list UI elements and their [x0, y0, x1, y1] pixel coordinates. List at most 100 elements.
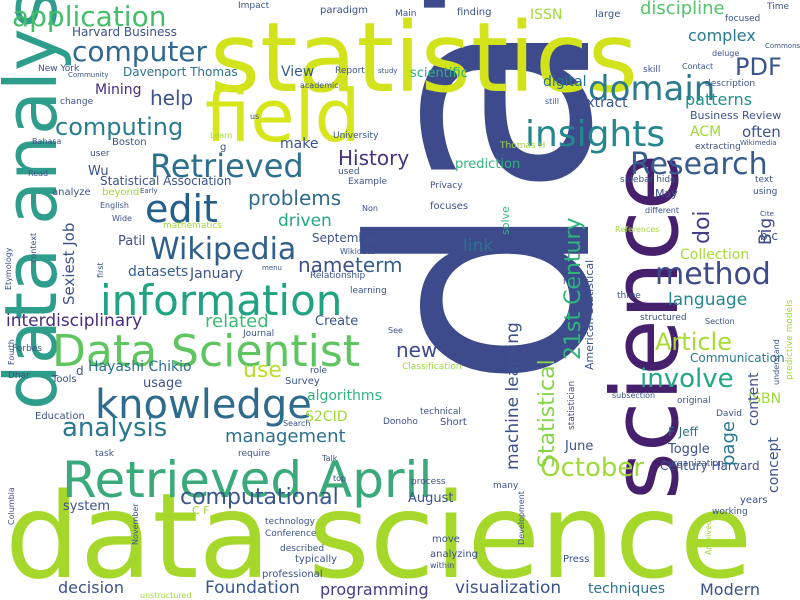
word-hayashi-chikio: Hayashi Chikio [88, 359, 192, 375]
word-learn: Learn [210, 131, 233, 140]
word-typically: typically [295, 554, 338, 565]
word-scientific: scientific [410, 66, 468, 81]
word-august: August [408, 491, 454, 506]
word-study: study [378, 67, 398, 75]
word-retrieved-april: Retrieved April [62, 451, 433, 509]
word-statistician: statistician [567, 380, 577, 430]
word-bahasa: Bahasa [32, 137, 62, 146]
word-toggle: Toggle [668, 442, 710, 457]
word-new: new [396, 338, 438, 362]
word-wikidata: Wikidata [340, 247, 375, 256]
word-issn: ISSN [530, 7, 563, 23]
word-driven: driven [278, 211, 332, 231]
word-columbia: Columbia [7, 487, 16, 525]
word-computing: computing [55, 113, 184, 141]
word-knowledge: knowledge [95, 382, 312, 428]
word-donoho: Donoho [383, 417, 418, 427]
word-modern: Modern [700, 580, 761, 599]
word-time: Time [767, 2, 790, 12]
word-privacy: Privacy [430, 181, 463, 191]
word-may: May [655, 187, 678, 200]
word-english: English [100, 201, 129, 210]
word-interdisciplinary: interdisciplinary [6, 311, 143, 331]
word-predictive-models: predictive models [785, 299, 795, 380]
word-make: make [280, 136, 319, 152]
word-view: View [281, 64, 315, 80]
word-statistics: statistics [210, 2, 638, 114]
word-patterns: patterns [685, 90, 753, 109]
word-g: g [220, 142, 227, 153]
word-references: References [615, 225, 660, 234]
word-domain: domain [588, 69, 716, 109]
word-structured: structured [640, 313, 687, 323]
word-three: three [617, 291, 641, 301]
word-within: within [430, 561, 455, 570]
word-analyze: analyze [52, 187, 91, 198]
word-information: information [100, 276, 343, 325]
word-example: Example [348, 177, 388, 187]
word-new-york: New York [38, 64, 80, 74]
word-mathematics: mathematics [163, 221, 223, 231]
word-boston: Boston [112, 137, 147, 148]
word-focused: focused [725, 14, 761, 24]
word-patil: Patil [118, 234, 146, 249]
word-paradigm: paradigm [320, 5, 368, 16]
word-david: David [716, 409, 742, 419]
word-digital: digital [543, 74, 587, 90]
word-focuses: focuses [430, 201, 469, 212]
word-community: Community [68, 71, 109, 79]
word-involve: involve [640, 364, 734, 394]
word-discipline: discipline [640, 0, 725, 19]
word-non: Non [362, 204, 378, 213]
word-need: need [563, 277, 586, 287]
word-section: Section [705, 317, 735, 326]
word-isbn: ISBN [748, 391, 782, 407]
word-history: History [338, 146, 410, 170]
word-beyond: beyond [102, 187, 140, 198]
word-usage: usage [143, 376, 183, 391]
word-first: first [96, 262, 105, 278]
word-pdf: PDF [735, 53, 782, 81]
word-programming: programming [320, 580, 429, 599]
word-wikimedia: Wikimedia [740, 139, 777, 147]
word-commons: Commons [765, 42, 800, 50]
word-november: November [131, 503, 140, 545]
word-21st-century: 21st Century [561, 217, 586, 360]
word-role: role [310, 366, 328, 376]
word-language: language [668, 290, 748, 310]
word-concept: concept [766, 437, 782, 493]
word-change: change [60, 97, 94, 107]
word-related: related [205, 311, 269, 332]
word-organization: organization [668, 459, 724, 469]
word-technology: technology [265, 517, 315, 527]
word-relationship: Relationship [310, 271, 366, 281]
word-report: Report [335, 66, 365, 76]
word-used: used [338, 167, 360, 177]
word-name: name [298, 253, 355, 277]
word-short: Short [440, 417, 467, 428]
word-main: Main [395, 9, 417, 19]
word-computational: computational [180, 485, 339, 510]
word-tools: Tools [52, 374, 77, 385]
word-analyzing: analyzing [430, 549, 479, 560]
word-user: user [90, 149, 110, 159]
word-education: Education [35, 411, 85, 422]
word-often: often [742, 123, 781, 141]
word-prediction: prediction [455, 157, 521, 172]
word-mining: Mining [95, 82, 142, 98]
word-analysis: analysis [62, 413, 168, 443]
word-still: still [545, 97, 559, 106]
word-top: top [333, 474, 347, 483]
word-journal: Journal [243, 329, 275, 339]
word-algorithms: algorithms [307, 388, 382, 404]
word-s2cid: S2CID [305, 409, 348, 425]
word-sidebar-hide: sidebar hide [620, 175, 676, 185]
word-extracting: extracting [695, 142, 741, 152]
word-retrieved: Retrieved [150, 147, 304, 185]
word-communication: Communication [690, 351, 785, 365]
word-statistical-association: Statistical Association [100, 174, 232, 188]
word-link: link [463, 236, 494, 256]
word-move: move [432, 534, 460, 545]
word-problems: problems [248, 186, 342, 210]
word-business-review: Business Review [690, 109, 782, 122]
